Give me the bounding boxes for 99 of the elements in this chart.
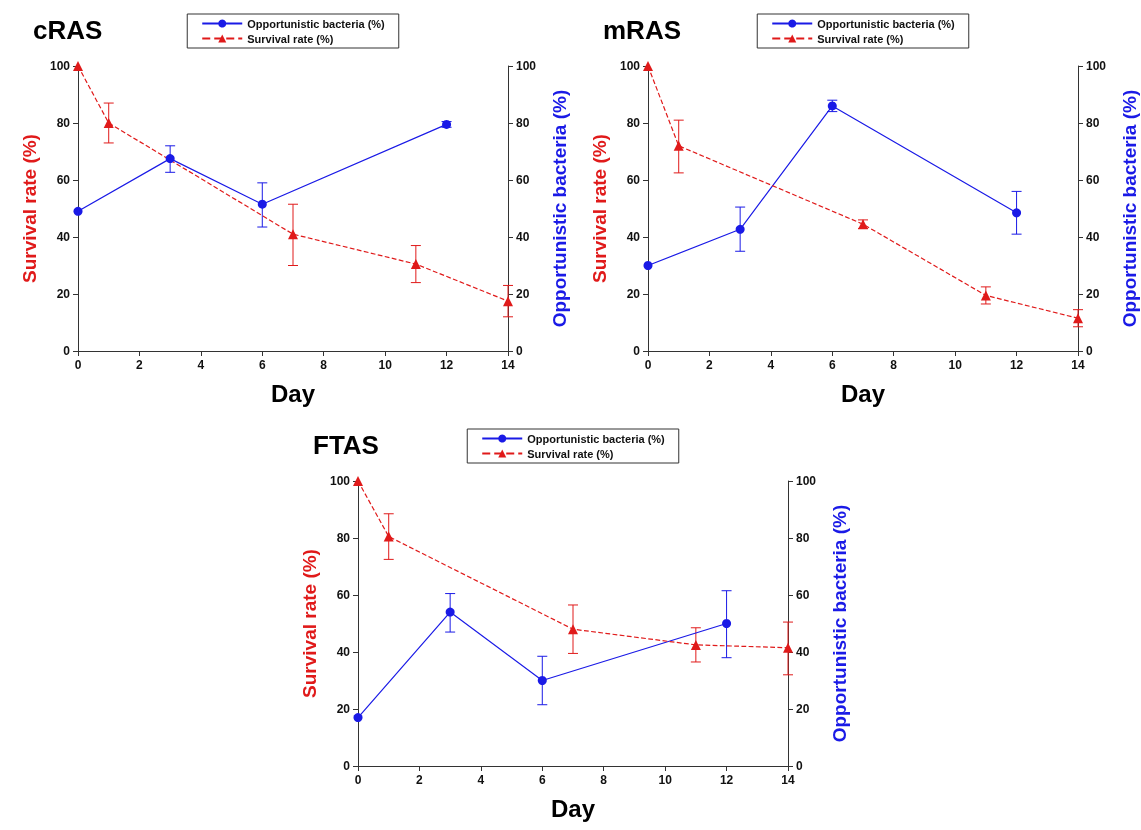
point: [1073, 313, 1083, 324]
point: [410, 259, 421, 270]
x-tick-label: 14: [1071, 358, 1085, 372]
y2-tick-label: 80: [516, 116, 530, 130]
y-axis-title: Survival rate (%): [19, 134, 41, 283]
point: [735, 224, 745, 234]
y-tick-label: 0: [63, 344, 71, 358]
x-tick-label: 8: [600, 773, 608, 787]
x-tick-label: 10: [378, 358, 393, 372]
point: [980, 290, 991, 301]
x-axis-title: Day: [270, 379, 316, 407]
x-axis-title: Day: [840, 379, 886, 407]
y2-tick-label: 0: [1086, 344, 1093, 358]
point: [1012, 208, 1022, 218]
x-tick-label: 0: [644, 358, 652, 372]
point: [288, 229, 298, 240]
y-tick-label: 60: [626, 173, 641, 187]
y-tick-label: 80: [626, 116, 641, 130]
x-tick-label: 8: [320, 358, 328, 372]
chart-title: cRAS: [33, 15, 103, 45]
y-tick-label: 20: [336, 702, 351, 716]
y-tick-label: 20: [56, 287, 71, 301]
y-tick-label: 40: [336, 645, 351, 659]
y2-tick-label: 100: [1086, 59, 1107, 73]
x-tick-label: 10: [658, 773, 673, 787]
y-tick-label: 100: [329, 474, 351, 488]
legend-label: Opportunistic bacteria (%): [817, 17, 956, 30]
x-tick-label: 2: [136, 358, 144, 372]
y-tick-label: 60: [336, 588, 351, 602]
y2-axis-title: Opportunistic bacteria (%): [1119, 89, 1140, 328]
chart-title: FTAS: [313, 430, 379, 460]
point: [103, 118, 114, 128]
x-tick-label: 2: [706, 358, 714, 372]
x-tick-label: 6: [258, 358, 266, 372]
chart-title: mRAS: [603, 15, 682, 45]
y2-tick-label: 80: [1086, 116, 1100, 130]
point: [257, 199, 267, 209]
x-tick-label: 0: [74, 358, 82, 372]
legend-label: Survival rate (%): [247, 32, 334, 45]
point: [690, 639, 701, 650]
x-tick-label: 8: [890, 358, 898, 372]
y2-tick-label: 0: [796, 759, 803, 773]
legend-label: Survival rate (%): [817, 32, 904, 45]
x-tick-label: 10: [948, 358, 963, 372]
x-tick-label: 6: [538, 773, 546, 787]
point: [783, 642, 793, 653]
y-tick-label: 0: [343, 759, 351, 773]
point: [643, 261, 653, 270]
y-tick-label: 80: [56, 116, 71, 130]
y2-tick-label: 40: [516, 230, 530, 244]
y2-tick-label: 100: [796, 474, 817, 488]
point: [165, 154, 175, 164]
x-tick-label: 12: [719, 773, 734, 787]
x-axis-title: Day: [550, 794, 596, 822]
y-tick-label: 40: [56, 230, 71, 244]
point: [568, 624, 578, 635]
point: [353, 713, 363, 723]
point: [537, 676, 547, 685]
point: [722, 619, 732, 628]
y2-tick-label: 20: [1086, 287, 1100, 301]
x-tick-label: 4: [197, 358, 205, 372]
point: [503, 296, 513, 307]
x-tick-label: 12: [439, 358, 454, 372]
x-tick-label: 4: [767, 358, 775, 372]
x-tick-label: 14: [501, 358, 515, 372]
y2-axis-title: Opportunistic bacteria (%): [829, 504, 850, 743]
point: [445, 607, 455, 617]
y-tick-label: 20: [626, 287, 641, 301]
legend-label: Survival rate (%): [527, 447, 614, 460]
y-tick-label: 80: [336, 531, 351, 545]
x-tick-label: 14: [781, 773, 795, 787]
y-tick-label: 60: [56, 173, 71, 187]
x-tick-label: 12: [1009, 358, 1024, 372]
y-tick-label: 0: [633, 344, 641, 358]
y2-tick-label: 0: [516, 344, 523, 358]
legend-label: Opportunistic bacteria (%): [247, 17, 386, 30]
y2-tick-label: 60: [516, 173, 530, 187]
x-tick-label: 2: [416, 773, 424, 787]
y-axis-title: Survival rate (%): [589, 134, 611, 283]
y-tick-label: 100: [619, 59, 641, 73]
y-tick-label: 100: [49, 59, 71, 73]
y2-tick-label: 60: [1086, 173, 1100, 187]
x-tick-label: 0: [354, 773, 362, 787]
y2-tick-label: 100: [516, 59, 537, 73]
y-tick-label: 40: [626, 230, 641, 244]
point: [73, 206, 83, 216]
point: [673, 140, 684, 151]
y2-tick-label: 60: [796, 588, 810, 602]
y-axis-title: Survival rate (%): [299, 549, 321, 698]
y2-tick-label: 20: [796, 702, 810, 716]
x-tick-label: 4: [477, 773, 485, 787]
point: [383, 531, 394, 542]
y2-tick-label: 40: [796, 645, 810, 659]
y2-tick-label: 20: [516, 287, 530, 301]
x-tick-label: 6: [828, 358, 836, 372]
legend-label: Opportunistic bacteria (%): [527, 432, 666, 445]
y2-tick-label: 80: [796, 531, 810, 545]
y2-axis-title: Opportunistic bacteria (%): [549, 89, 570, 328]
y2-tick-label: 40: [1086, 230, 1100, 244]
